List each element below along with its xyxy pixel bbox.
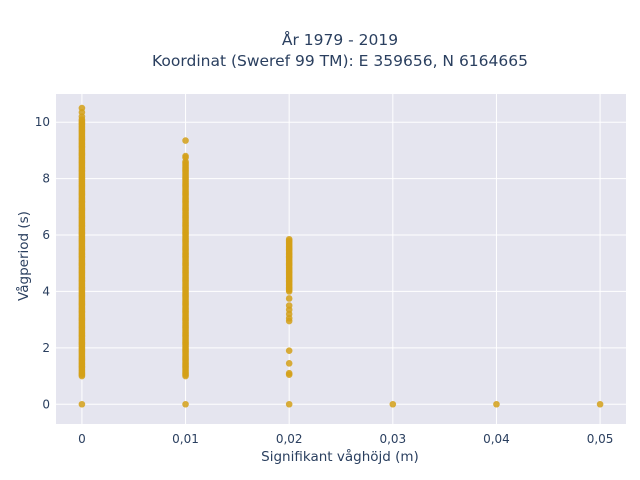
data-point bbox=[182, 400, 189, 408]
data-point bbox=[389, 400, 397, 408]
data-point bbox=[182, 152, 189, 160]
tick-labels: 0 0,01 0,02 0,03 0,04 0,05 0 2 4 6 8 10 bbox=[35, 115, 614, 446]
y-tick-label: 8 bbox=[42, 172, 50, 186]
x-axis-title: Signifikant våghöjd (m) bbox=[261, 448, 419, 465]
x-tick-label: 0,04 bbox=[483, 432, 510, 446]
data-point bbox=[182, 137, 189, 144]
y-axis-title: Vågperiod (s) bbox=[15, 211, 32, 301]
y-tick-label: 0 bbox=[42, 397, 50, 411]
x-tick-label: 0,03 bbox=[379, 432, 406, 446]
chart-title: År 1979 - 2019 bbox=[282, 30, 398, 49]
data-points bbox=[78, 104, 604, 408]
data-point bbox=[285, 302, 293, 309]
y-tick-label: 2 bbox=[42, 341, 50, 355]
data-point bbox=[78, 104, 86, 112]
data-point bbox=[78, 400, 86, 408]
y-tick-label: 10 bbox=[35, 115, 50, 129]
data-point bbox=[285, 347, 293, 354]
x-tick-label: 0,02 bbox=[276, 432, 303, 446]
data-point bbox=[596, 400, 604, 408]
x-tick-label: 0 bbox=[78, 432, 86, 446]
x-tick-label: 0,01 bbox=[172, 432, 199, 446]
data-point bbox=[285, 295, 293, 302]
data-point bbox=[285, 235, 293, 243]
y-tick-label: 4 bbox=[42, 284, 50, 298]
y-tick-label: 6 bbox=[42, 228, 50, 242]
data-point bbox=[493, 400, 500, 408]
data-point bbox=[285, 360, 293, 367]
x-tick-label: 0,05 bbox=[587, 432, 614, 446]
data-point bbox=[285, 369, 293, 377]
plot-area bbox=[56, 94, 626, 424]
data-point bbox=[285, 400, 293, 408]
chart-subtitle: Koordinat (Sweref 99 TM): E 359656, N 61… bbox=[152, 52, 528, 70]
